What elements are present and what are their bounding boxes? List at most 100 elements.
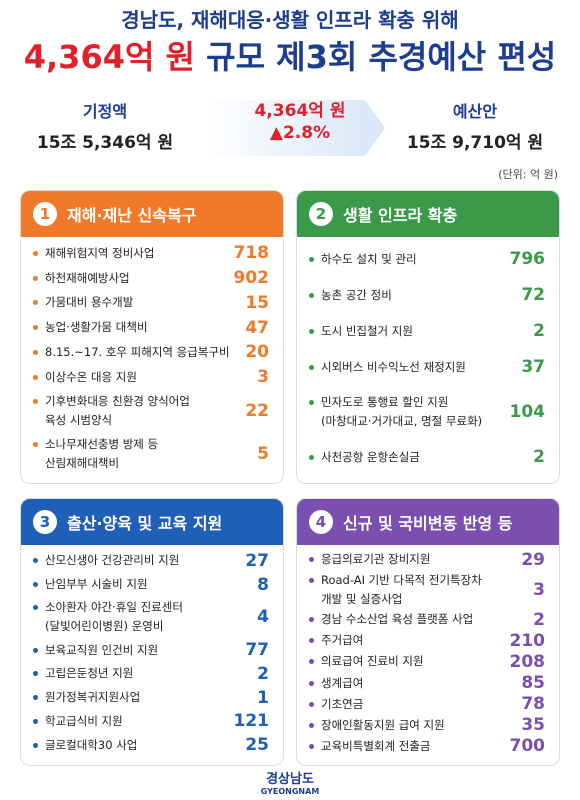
item: 글로컬대학30 사업 25 [33,735,269,755]
title: 4,364억 원 규모 제3회 추경예산 편성 [0,32,580,78]
item-value: 22 [245,400,269,421]
item-value: 700 [509,736,546,757]
item-label: 소나무재선충병 방제 등 산림재해대책비 [33,435,158,473]
item: 농촌 공간 정비 72 [309,285,545,305]
section-header: 1 재해·재난 신속복구 [21,191,283,237]
item-value: 78 [521,694,545,715]
item-label: 생계급여 [309,674,363,693]
item: 보육교직원 인건비 지원 77 [33,640,269,660]
section-header: 2 생활 인프라 확충 [297,191,559,237]
item-label: 원가정복귀지원사업 [33,688,140,707]
item-label: 글로컬대학30 사업 [33,736,137,755]
item: 장애인활동지원 급여 지원 35 [309,715,545,735]
section-body: 산모신생아 건강관리비 지원 27 난임부부 시술비 지원 8 소아환자 야간·휴일 진… [21,545,283,761]
item-label: 보육교직원 인건비 지원 [33,641,158,660]
item-label: 응급의료기관 장비지원 [309,550,430,569]
item: Road-AI 기반 다목적 전기특장차 개발 및 실증사업 3 [309,571,545,609]
item-value: 8 [257,574,269,595]
item: 교육비특별회계 전출금 700 [309,736,545,756]
item-value: 2 [533,447,545,467]
item-value: 210 [509,630,546,651]
summary: 기정액 15조 5,346억 원 4,364억 원 ▲2.8% 예산안 15조 9,7… [20,98,560,158]
item-value: 902 [233,268,270,289]
item: 응급의료기관 장비지원 29 [309,550,545,570]
item-value: 796 [509,249,546,269]
section-number: 2 [309,202,333,226]
after-value: 15조 9,710억 원 [406,133,544,153]
section-title: 신규 및 국비변동 반영 등 [343,514,513,533]
item-label: 고립은둔청년 지원 [33,664,133,683]
item: 경남 수소산업 육성 플랫폼 사업 2 [309,610,545,630]
item-label: 기초연금 [309,695,363,714]
item-value: 47 [245,317,269,338]
item-value: 718 [233,243,270,264]
item: 가뭄대비 용수개발 15 [33,293,269,313]
item-value: 27 [245,550,269,571]
item-value: 2 [533,321,545,341]
item-label: 재해위험지역 정비사업 [33,244,154,263]
item-label: 민자도로 통행료 할인 지원 (마창대교·거가대교, 명절 무료화) [309,393,482,431]
footer-name: 경상남도 [266,772,314,787]
item: 기후변화대응 친환경 양식어업 육성 시범양식 22 [33,392,269,430]
item: 고립은둔청년 지원 2 [33,664,269,684]
after: 예산안 15조 9,710억 원 [390,98,560,153]
item-label: 사천공항 운항손실금 [309,448,420,467]
item: 학교급식비 지원 121 [33,711,269,731]
item: 하천재해예방사업 902 [33,268,269,288]
before-label: 기정액 [82,102,128,121]
item: 사천공항 운항손실금 2 [309,447,545,467]
change: 4,364억 원 ▲2.8% [215,100,385,144]
item: 원가정복귀지원사업 1 [33,688,269,708]
item: 하수도 설치 및 관리 796 [309,249,545,269]
item-label: 산모신생아 건강관리비 지원 [33,551,179,570]
item-value: 208 [509,651,546,672]
change-amount: 4,364억 원 [254,101,346,121]
item-label: 소아환자 야간·휴일 진료센터 (달빛어린이병원) 운영비 [33,598,183,636]
title-rest: 규모 제3회 추경예산 편성 [206,38,557,76]
after-label: 예산안 [452,102,498,121]
section-body: 하수도 설치 및 관리 796 농촌 공간 정비 72 도시 빈집철거 지원 2 시외버스 … [297,237,559,479]
section-number: 1 [33,202,57,226]
item-label: 의료급여 진료비 지원 [309,652,424,671]
subtitle: 경남도, 재해대응·생활 인프라 확충 위해 [121,8,459,32]
section-title: 출산·양육 및 교육 지원 [67,514,223,533]
item-label: 교육비특별회계 전출금 [309,737,430,756]
item: 소나무재선충병 방제 등 산림재해대책비 5 [33,435,269,473]
item-value: 2 [533,609,545,630]
change-rate: ▲2.8% [269,123,331,143]
section-title: 생활 인프라 확충 [343,206,458,225]
item-label: 하수도 설치 및 관리 [309,250,417,269]
item: 소아환자 야간·휴일 진료센터 (달빛어린이병원) 운영비 4 [33,598,269,636]
section-header: 4 신규 및 국비변동 반영 등 [297,499,559,545]
item-value: 72 [521,285,545,305]
item-label: 장애인활동지원 급여 지원 [309,716,445,735]
arrow [205,100,385,156]
section-body: 재해위험지역 정비사업 718 하천재해예방사업 902 가뭄대비 용수개발 15 농업·생… [21,237,283,479]
item-label: 도시 빈집철거 지원 [309,322,413,341]
item-value: 3 [533,579,545,600]
item-value: 3 [257,367,269,388]
item-label: 난임부부 시술비 지원 [33,575,148,594]
section-header: 3 출산·양육 및 교육 지원 [21,499,283,545]
item: 산모신생아 건강관리비 지원 27 [33,551,269,571]
item: 기초연금 78 [309,694,545,714]
item-value: 29 [521,549,545,570]
item: 민자도로 통행료 할인 지원 (마창대교·거가대교, 명절 무료화) 104 [309,393,545,431]
item-value: 25 [245,735,269,756]
section-number: 4 [309,510,333,534]
item-value: 37 [521,357,545,377]
item: 이상수온 대응 지원 3 [33,367,269,387]
title-amount: 4,364억 원 [23,38,195,76]
item-label: 이상수온 대응 지원 [33,368,137,387]
item-label: 시외버스 비수익노선 재정지원 [309,358,466,377]
item-value: 5 [257,443,269,464]
item-label: 학교급식비 지원 [33,712,123,731]
item-label: 농촌 공간 정비 [309,286,392,305]
section-title: 재해·재난 신속복구 [67,206,197,225]
item-label: 8.15.~17. 호우 피해지역 응급복구비 [33,343,230,362]
item: 도시 빈집철거 지원 2 [309,321,545,341]
unit: (단위: 억 원) [498,168,558,181]
before: 기정액 15조 5,346억 원 [20,98,190,153]
